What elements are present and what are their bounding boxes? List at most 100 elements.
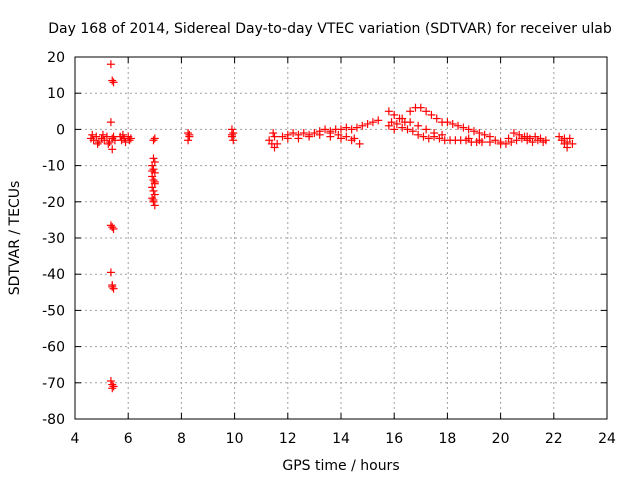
data-point xyxy=(454,121,463,130)
data-point xyxy=(229,129,238,138)
data-point xyxy=(278,132,287,141)
data-point xyxy=(480,130,489,139)
data-point xyxy=(430,129,439,138)
y-tick-label: -60 xyxy=(42,340,65,356)
data-point xyxy=(269,129,278,138)
data-point xyxy=(149,136,158,145)
data-point xyxy=(448,119,457,128)
data-point xyxy=(108,384,117,393)
data-point xyxy=(126,134,135,143)
data-point xyxy=(368,118,377,127)
data-point xyxy=(563,143,572,152)
y-axis-label: SDTVAR / TECUs xyxy=(7,181,23,296)
data-point xyxy=(315,130,324,139)
data-point xyxy=(504,134,513,143)
data-point xyxy=(109,382,118,391)
data-point xyxy=(149,154,158,163)
data-point xyxy=(422,125,431,134)
grid-lines xyxy=(75,57,607,419)
data-point xyxy=(515,130,524,139)
data-point xyxy=(121,138,130,147)
data-point xyxy=(149,165,158,174)
data-point xyxy=(528,138,537,147)
x-tick-label: 4 xyxy=(71,431,80,447)
data-point xyxy=(512,136,521,145)
data-point xyxy=(342,123,351,132)
data-point xyxy=(403,125,412,134)
y-tick-label: -20 xyxy=(42,195,65,211)
data-point xyxy=(419,132,428,141)
data-point xyxy=(109,224,118,233)
data-point xyxy=(108,76,117,85)
data-point xyxy=(337,125,345,134)
data-point xyxy=(363,119,372,128)
data-point xyxy=(523,136,532,145)
data-point xyxy=(321,125,330,134)
data-point xyxy=(485,138,494,147)
data-point xyxy=(560,134,569,143)
data-point xyxy=(374,116,383,125)
data-point xyxy=(464,134,473,143)
data-point xyxy=(88,130,97,139)
data-point xyxy=(392,119,401,128)
data-point xyxy=(149,186,158,195)
data-point xyxy=(270,132,279,141)
data-point xyxy=(475,129,484,138)
data-point xyxy=(475,136,484,145)
data-point xyxy=(149,176,158,185)
y-tick-label: -40 xyxy=(42,267,65,283)
data-point xyxy=(358,121,367,130)
data-point xyxy=(289,129,298,138)
data-point xyxy=(541,136,550,145)
data-point xyxy=(125,136,134,145)
data-point xyxy=(150,177,159,186)
y-tick-label: -70 xyxy=(42,376,65,392)
data-point xyxy=(384,121,393,130)
data-point xyxy=(398,123,407,132)
data-point xyxy=(568,139,577,148)
data-point xyxy=(355,139,364,148)
data-point xyxy=(350,134,359,143)
data-point xyxy=(109,284,118,293)
data-point xyxy=(432,114,441,123)
data-point xyxy=(398,114,407,123)
data-point xyxy=(509,129,518,138)
x-tick-label: 16 xyxy=(385,431,403,447)
data-point xyxy=(106,268,115,277)
data-point xyxy=(491,136,500,145)
y-tick-label: -30 xyxy=(42,231,65,247)
data-point xyxy=(93,139,102,148)
x-tick-label: 24 xyxy=(598,431,616,447)
data-point xyxy=(148,183,157,192)
y-tick-label: 0 xyxy=(56,122,65,138)
data-point xyxy=(108,282,117,291)
x-tick-label: 8 xyxy=(177,431,186,447)
chart-title: Day 168 of 2014, Sidereal Day-to-day VTE… xyxy=(48,21,612,37)
data-point xyxy=(185,130,194,139)
data-point xyxy=(390,125,399,134)
data-point xyxy=(108,145,117,154)
data-point xyxy=(148,167,157,176)
data-point xyxy=(184,136,193,145)
x-tick-label: 14 xyxy=(332,431,350,447)
data-point xyxy=(109,78,118,87)
x-tick-label: 20 xyxy=(492,431,510,447)
data-point xyxy=(229,136,238,145)
data-point xyxy=(184,129,193,138)
data-point xyxy=(390,110,399,119)
y-tick-label: 10 xyxy=(47,86,65,102)
data-point xyxy=(496,138,505,147)
data-point xyxy=(464,125,473,134)
data-point xyxy=(416,103,425,112)
data-point xyxy=(384,107,393,116)
y-tick-label: -80 xyxy=(42,412,65,428)
data-point xyxy=(536,134,545,143)
y-tick-label: 20 xyxy=(47,50,65,66)
data-point xyxy=(150,201,159,210)
data-point xyxy=(310,129,319,138)
x-tick-label: 6 xyxy=(124,431,133,447)
data-point xyxy=(150,134,159,143)
data-point xyxy=(92,132,101,141)
data-point xyxy=(347,125,356,134)
